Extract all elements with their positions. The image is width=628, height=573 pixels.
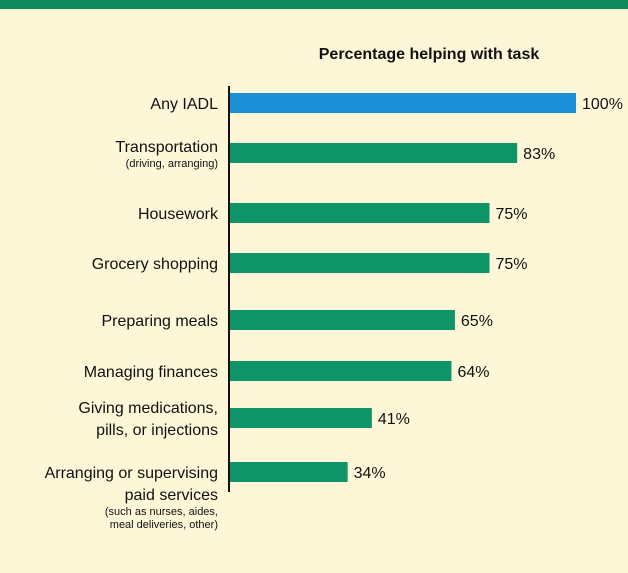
category-label: Any IADL [150, 96, 218, 113]
bar-value-label: 64% [457, 364, 489, 381]
bar [230, 143, 518, 163]
category-label: paid services [125, 487, 218, 504]
bar-value-label: 65% [461, 313, 493, 330]
category-label: Preparing meals [102, 313, 219, 330]
bar-value-label: 83% [523, 146, 555, 163]
bar [230, 253, 490, 273]
bar [230, 408, 372, 428]
chart-title: Percentage helping with task [318, 46, 540, 63]
category-label: Arranging or supervising [45, 465, 218, 482]
category-sublabel: (driving, arranging) [126, 158, 218, 170]
category-label: Grocery shopping [92, 256, 218, 273]
category-label: Transportation [115, 139, 218, 156]
category-label: Giving medications, [78, 400, 218, 417]
bar-value-label: 75% [496, 256, 528, 273]
category-label: pills, or injections [96, 422, 218, 439]
category-sublabel: meal deliveries, other) [110, 519, 218, 531]
bar-value-label: 75% [496, 206, 528, 223]
bar-value-label: 41% [378, 411, 410, 428]
bar [230, 361, 452, 381]
bar [230, 203, 490, 223]
top-accent-bar [0, 0, 628, 9]
bar [230, 462, 348, 482]
bar-value-label: 100% [582, 96, 623, 113]
category-label: Managing finances [84, 364, 218, 381]
bar [230, 310, 455, 330]
category-label: Housework [138, 206, 219, 223]
bar-value-label: 34% [354, 465, 386, 482]
category-sublabel: (such as nurses, aides, [105, 506, 218, 518]
bar [230, 93, 576, 113]
